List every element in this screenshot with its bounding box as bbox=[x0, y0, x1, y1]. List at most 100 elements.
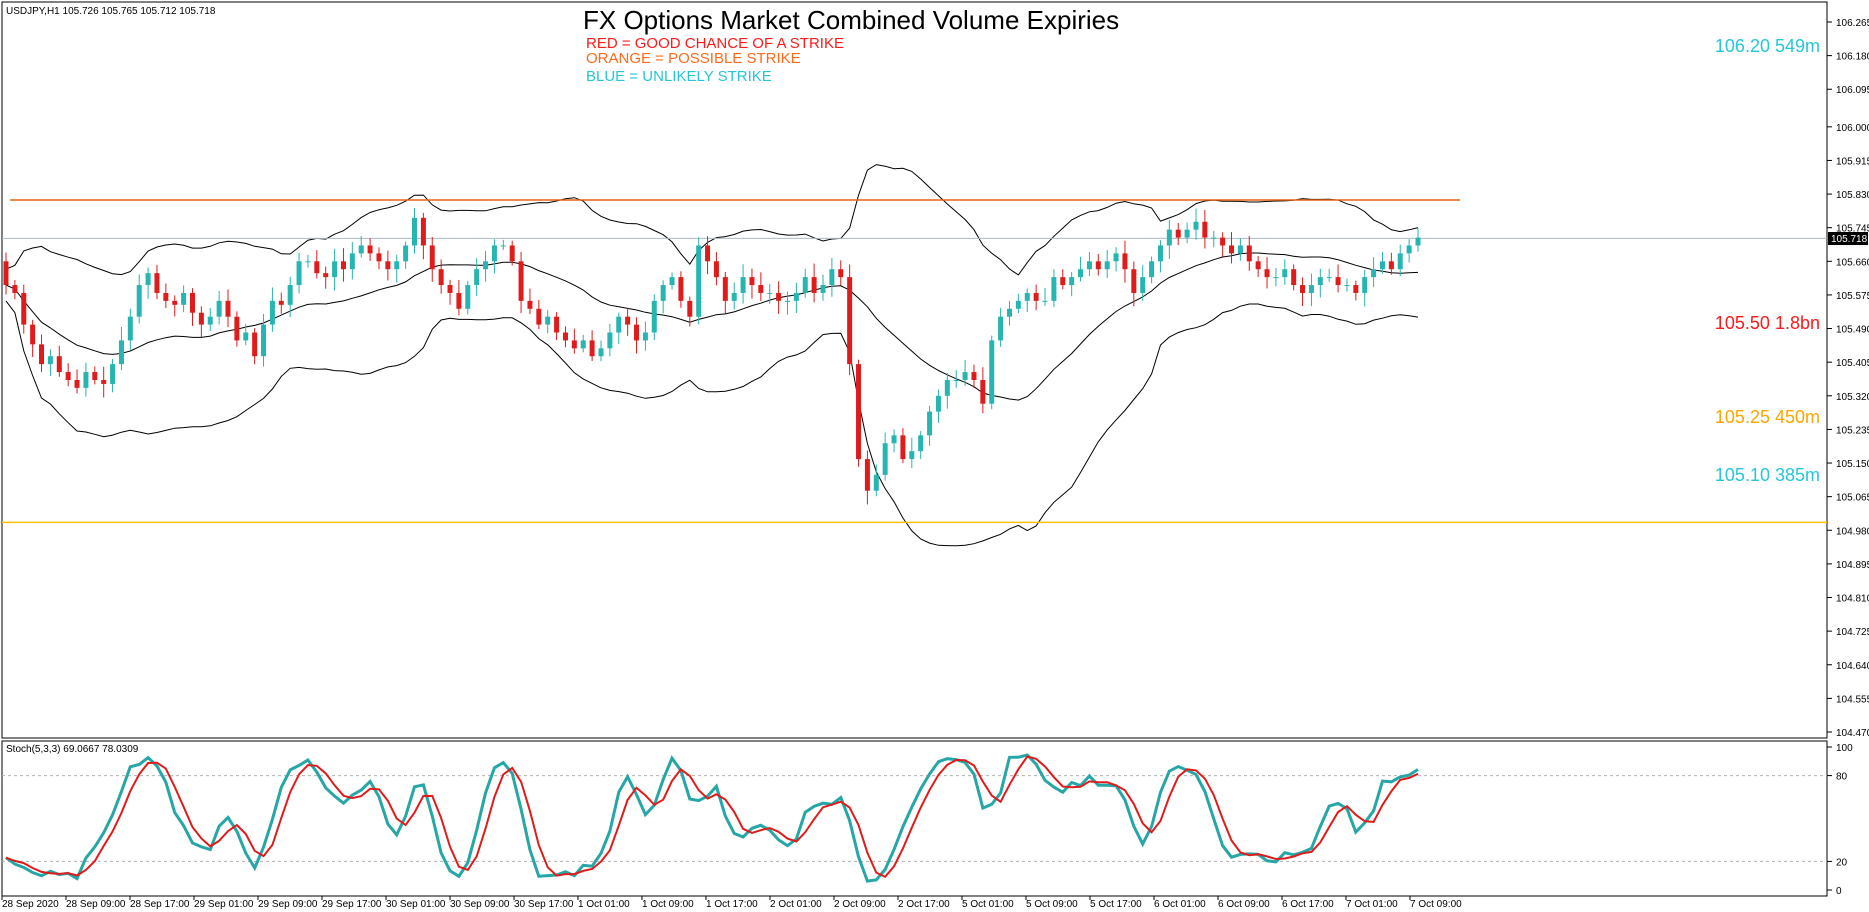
candle-body bbox=[971, 372, 977, 380]
candle-body bbox=[554, 316, 560, 333]
candle-body bbox=[918, 435, 924, 452]
candle-body bbox=[12, 285, 18, 293]
candle-body bbox=[820, 285, 826, 293]
candlesticks bbox=[3, 208, 1421, 505]
candle-body bbox=[935, 395, 941, 412]
time-tick-label: 29 Sep 09:00 bbox=[258, 899, 318, 910]
candle-body bbox=[3, 261, 9, 286]
candle-body bbox=[793, 292, 799, 301]
candle-body bbox=[39, 344, 45, 365]
candle-body bbox=[225, 300, 231, 317]
candle-body bbox=[376, 253, 382, 262]
candle-body bbox=[634, 324, 640, 341]
time-tick-label: 6 Oct 01:00 bbox=[1154, 899, 1206, 910]
candle-body bbox=[314, 261, 320, 274]
candle-body bbox=[491, 245, 497, 262]
candle-body bbox=[296, 261, 302, 286]
candle-body bbox=[216, 300, 222, 317]
price-tick-label: 104.555 bbox=[1836, 694, 1869, 705]
candle-body bbox=[1353, 285, 1359, 293]
stoch-k-line bbox=[5, 753, 1419, 883]
time-tick-label: 28 Sep 09:00 bbox=[66, 899, 126, 910]
candle-body bbox=[198, 312, 204, 325]
price-tick-label: 106.095 bbox=[1836, 85, 1869, 96]
candle-body bbox=[776, 292, 782, 301]
candle-body bbox=[438, 269, 444, 286]
price-tick-label: 104.810 bbox=[1836, 594, 1869, 605]
candle-body bbox=[358, 245, 364, 254]
candle-body bbox=[1344, 285, 1350, 287]
candle-body bbox=[323, 273, 329, 278]
candle-body bbox=[278, 300, 284, 305]
candle-body bbox=[340, 261, 346, 270]
candle-body bbox=[1273, 277, 1279, 279]
candle-body bbox=[562, 332, 568, 341]
current-price-box: 105.718 bbox=[1828, 232, 1868, 245]
symbol-header: USDJPY,H1 105.726 105.765 105.712 105.71… bbox=[6, 6, 216, 17]
candle-body bbox=[474, 269, 480, 286]
candle-body bbox=[722, 277, 728, 301]
stochastic-lines bbox=[2, 753, 1827, 883]
candle-body bbox=[1024, 292, 1030, 301]
price-tick-label: 104.470 bbox=[1836, 728, 1869, 739]
price-tick-label: 105.065 bbox=[1836, 493, 1869, 504]
time-tick-label: 28 Sep 2020 bbox=[2, 899, 59, 910]
bollinger-bands bbox=[5, 164, 1419, 547]
candle-body bbox=[1193, 221, 1199, 230]
time-tick-label: 1 Oct 17:00 bbox=[706, 899, 758, 910]
candle-body bbox=[189, 292, 195, 313]
time-tick-label: 28 Sep 17:00 bbox=[130, 899, 190, 910]
bollinger-lower bbox=[5, 300, 1419, 547]
candle-body bbox=[1229, 245, 1235, 254]
candle-body bbox=[163, 292, 169, 301]
candle-body bbox=[1166, 229, 1172, 246]
price-tick-label: 106.180 bbox=[1836, 52, 1869, 63]
candle-body bbox=[30, 324, 36, 345]
strike-label-105-25: 105.25 450m bbox=[1715, 407, 1820, 427]
candle-body bbox=[234, 316, 240, 341]
candle-body bbox=[1379, 261, 1385, 270]
candle-body bbox=[1202, 221, 1208, 238]
time-tick-label: 1 Oct 01:00 bbox=[578, 899, 630, 910]
time-tick-label: 29 Sep 17:00 bbox=[322, 899, 382, 910]
price-tick-label: 105.320 bbox=[1836, 392, 1869, 403]
candle-body bbox=[1291, 269, 1297, 286]
candle-body bbox=[740, 277, 746, 293]
candle-body bbox=[811, 277, 817, 293]
candle-body bbox=[713, 261, 719, 278]
candle-body bbox=[1246, 245, 1252, 262]
price-tick-label: 106.265 bbox=[1836, 18, 1869, 29]
time-tick-label: 2 Oct 01:00 bbox=[770, 899, 822, 910]
candle-body bbox=[1113, 253, 1119, 262]
time-tick-label: 2 Oct 17:00 bbox=[898, 899, 950, 910]
candle-body bbox=[1015, 300, 1021, 309]
candle-body bbox=[110, 364, 116, 384]
candle-body bbox=[802, 277, 808, 293]
candle-body bbox=[856, 364, 862, 460]
candle-body bbox=[1131, 269, 1137, 293]
candle-body bbox=[1406, 245, 1412, 254]
candle-body bbox=[243, 332, 249, 341]
candle-body bbox=[1255, 261, 1261, 270]
candle-body bbox=[1006, 308, 1012, 317]
candle-body bbox=[1237, 245, 1243, 254]
candle-body bbox=[367, 245, 373, 254]
candle-body bbox=[154, 273, 160, 293]
candle-body bbox=[687, 300, 693, 317]
candle-body bbox=[607, 332, 613, 349]
candle-body bbox=[74, 379, 80, 388]
candle-body bbox=[998, 316, 1004, 341]
time-tick-label: 5 Oct 09:00 bbox=[1026, 899, 1078, 910]
price-tick-label: 104.640 bbox=[1836, 661, 1869, 672]
price-tick-label: 104.980 bbox=[1836, 526, 1869, 537]
candle-body bbox=[882, 443, 888, 475]
candle-body bbox=[651, 300, 657, 333]
time-tick-label: 5 Oct 01:00 bbox=[962, 899, 1014, 910]
candle-body bbox=[83, 372, 89, 388]
price-tick-label: 104.725 bbox=[1836, 627, 1869, 638]
time-tick-label: 30 Sep 17:00 bbox=[514, 899, 574, 910]
price-tick-label: 104.895 bbox=[1836, 560, 1869, 571]
candle-body bbox=[580, 340, 586, 349]
candle-body bbox=[92, 372, 98, 380]
candle-body bbox=[1362, 277, 1368, 293]
